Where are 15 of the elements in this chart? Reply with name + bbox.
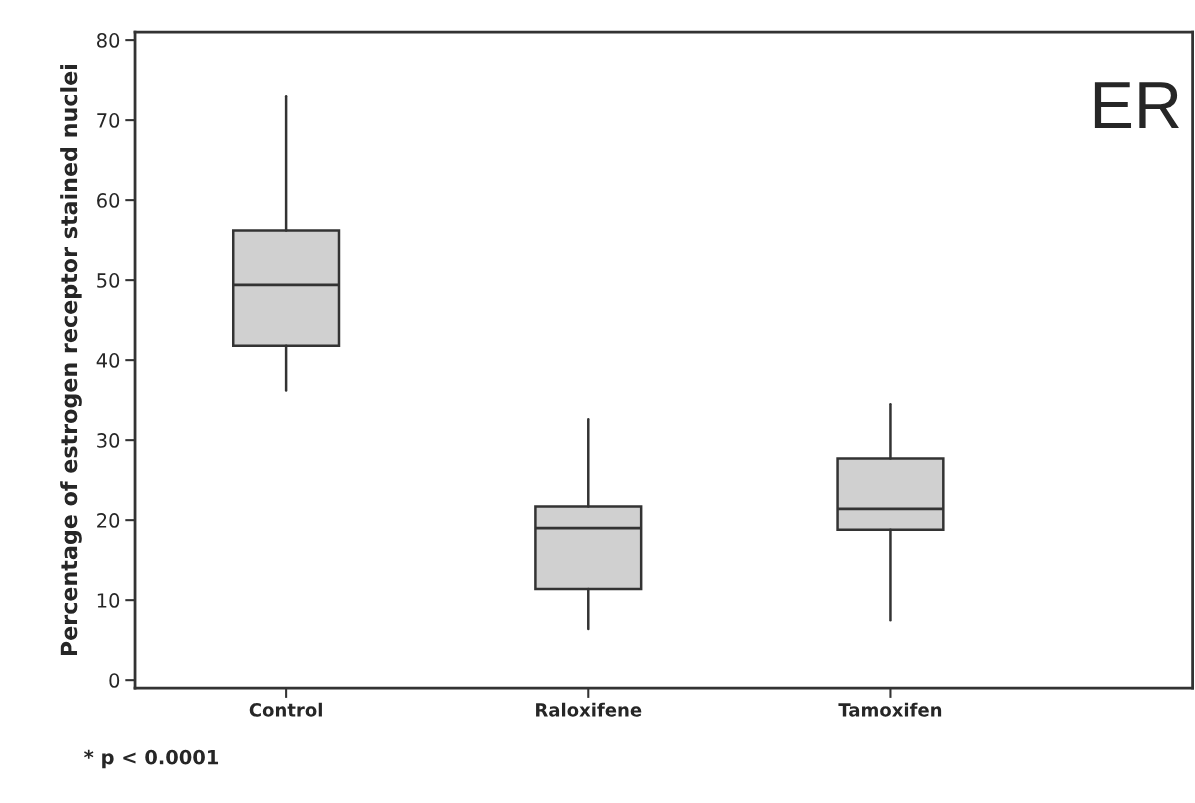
y-axis-title: Percentage of estrogen receptor stained nuclei bbox=[60, 65, 82, 656]
y-tick-label: 20 bbox=[97, 513, 120, 528]
y-tick-label: 10 bbox=[97, 593, 120, 608]
y-tick-label: 50 bbox=[97, 273, 120, 288]
y-tick-label: 40 bbox=[96, 353, 120, 368]
y-tick-label: 30 bbox=[97, 433, 120, 448]
x-tick-label: Control bbox=[249, 702, 322, 717]
y-tick-label: 0 bbox=[109, 673, 120, 688]
annotation: ER bbox=[1094, 82, 1179, 129]
x-tick-label: Tamoxifen bbox=[838, 702, 942, 717]
y-tick-label: 80 bbox=[97, 33, 120, 48]
y-tick-label: 60 bbox=[97, 193, 120, 208]
text: * p < 0.0001 bbox=[84, 749, 219, 769]
y-tick-label: 70 bbox=[97, 113, 120, 128]
x-tick-label: Raloxifene bbox=[536, 702, 642, 717]
